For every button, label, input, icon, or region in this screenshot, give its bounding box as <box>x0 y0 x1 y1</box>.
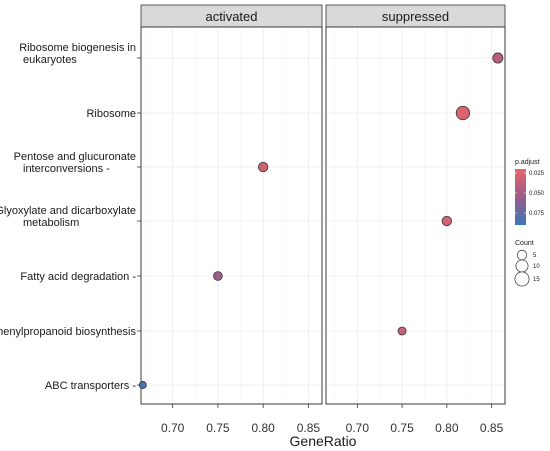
y-tick-label: Phenylpropanoid biosynthesis <box>0 326 136 338</box>
color-legend-label: 0.025 <box>529 171 545 177</box>
facet-panels <box>140 26 506 405</box>
size-legend-circle <box>515 259 529 273</box>
facet-panel-border <box>325 26 506 405</box>
size-legend-circle <box>514 271 530 287</box>
size-legend-title: Count <box>515 240 534 247</box>
data-points <box>138 52 504 389</box>
y-tick-label: eukaryotes <box>23 54 77 66</box>
facet-strips: activated suppressed <box>140 4 506 28</box>
y-tick-label: Pentose and glucuronate <box>14 151 136 163</box>
y-tick-label: Ribosome biogenesis in <box>19 42 136 54</box>
x-axis-title: GeneRatio <box>290 433 357 449</box>
x-axis: 0.70 0.75 0.80 0.85 0.70 0.75 0.80 0.85GeneRati… <box>161 404 504 449</box>
data-point <box>455 105 471 121</box>
y-tick-label: Fatty acid degradation - <box>20 271 136 283</box>
x-tick-label: 0.80 <box>251 421 275 435</box>
x-tick-label: 0.70 <box>161 421 185 435</box>
color-legend-label: 0.050 <box>529 191 545 197</box>
facet-panel <box>140 26 323 405</box>
x-tick-label: 0.75 <box>206 421 230 435</box>
x-tick-label: 0.85 <box>480 421 504 435</box>
legend: p.adjust 0.025 0.050 0.075 Count 5 10 15 <box>514 159 545 287</box>
y-tick-label: metabolism <box>23 217 79 229</box>
data-point <box>258 161 269 173</box>
data-point <box>397 326 407 336</box>
x-tick-label: 0.80 <box>435 421 459 435</box>
data-point <box>213 271 223 281</box>
data-point <box>441 215 452 227</box>
facet-strip-label: activated <box>205 9 257 24</box>
facet-panel <box>325 26 506 405</box>
y-tick-label: interconversions - <box>23 163 110 175</box>
color-legend-label: 0.075 <box>529 211 545 217</box>
facet-strip-label: suppressed <box>382 9 449 24</box>
color-legend-title: p.adjust <box>515 159 540 166</box>
data-point <box>492 52 504 64</box>
y-tick-label: Glyoxylate and dicarboxylate <box>0 205 136 217</box>
size-legend-circle <box>516 249 528 261</box>
size-legend-label: 10 <box>533 264 540 270</box>
facet-panel-border <box>140 26 323 405</box>
y-tick-label: ABC transporters - <box>45 380 136 392</box>
y-tick-label: Ribosome <box>86 108 136 120</box>
x-tick-label: 0.70 <box>346 421 370 435</box>
x-tick-label: 0.75 <box>390 421 414 435</box>
color-legend-bar <box>515 169 526 225</box>
size-legend-label: 15 <box>533 277 540 283</box>
x-tick-label: 0.85 <box>297 421 321 435</box>
size-legend-label: 5 <box>533 253 537 259</box>
data-point <box>138 381 147 389</box>
